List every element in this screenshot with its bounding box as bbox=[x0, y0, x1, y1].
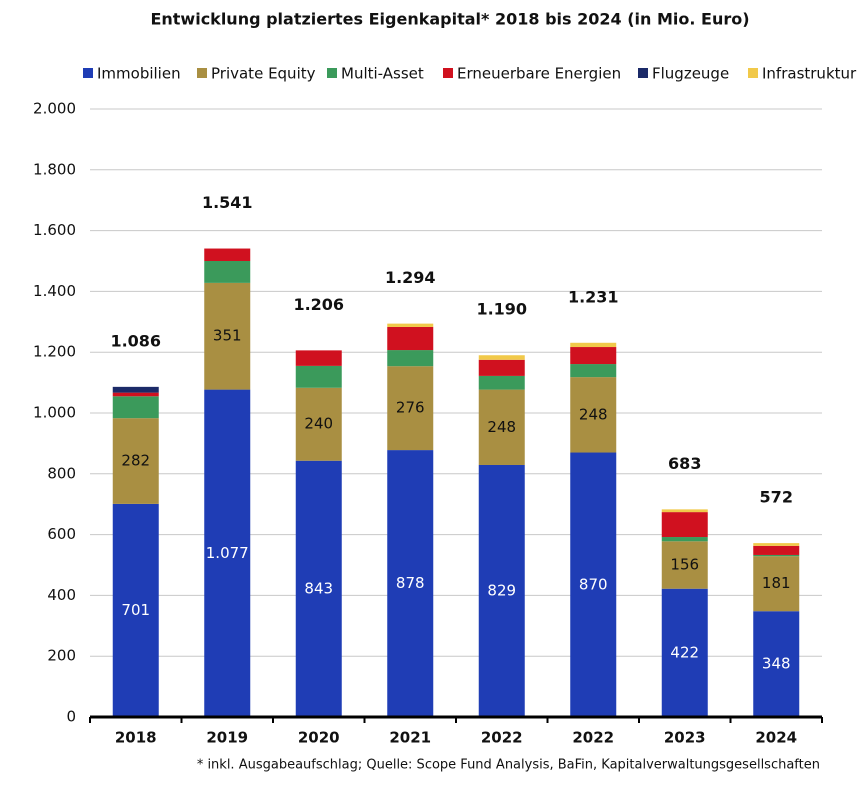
x-tick-label: 2022 bbox=[481, 729, 523, 747]
bar-segment bbox=[478, 389, 525, 465]
bar-segment bbox=[295, 387, 342, 461]
y-tick-label: 800 bbox=[47, 464, 76, 482]
bar-segment bbox=[387, 366, 434, 451]
y-tick-label: 0 bbox=[66, 708, 76, 726]
legend-label: Multi-Asset bbox=[341, 65, 424, 83]
legend-swatch bbox=[327, 68, 337, 78]
bar-segment bbox=[112, 418, 159, 504]
bar-segment bbox=[661, 537, 708, 542]
data-label: 276 bbox=[396, 399, 425, 417]
bar-segment bbox=[478, 464, 525, 717]
data-label: 870 bbox=[579, 575, 608, 593]
y-tick-label: 2.000 bbox=[33, 100, 76, 118]
bar-segment bbox=[478, 375, 525, 390]
bar-segment bbox=[753, 545, 800, 555]
bar-segment bbox=[753, 556, 800, 612]
bar-segment bbox=[387, 350, 434, 367]
data-label: 351 bbox=[213, 327, 242, 345]
total-label: 683 bbox=[668, 454, 701, 473]
bar-segment bbox=[570, 342, 617, 348]
data-label: 282 bbox=[121, 452, 150, 470]
bar-segment bbox=[295, 350, 342, 366]
x-tick-label: 2024 bbox=[755, 729, 797, 747]
data-label: 1.077 bbox=[206, 544, 249, 562]
data-label: 181 bbox=[762, 574, 791, 592]
total-label: 1.086 bbox=[110, 331, 161, 350]
total-label: 1.190 bbox=[476, 300, 527, 319]
x-tick-label: 2021 bbox=[389, 729, 431, 747]
bar-segment bbox=[387, 450, 434, 717]
data-label: 240 bbox=[304, 415, 333, 433]
y-tick-label: 1.400 bbox=[33, 282, 76, 300]
data-label: 878 bbox=[396, 574, 425, 592]
x-tick-label: 2023 bbox=[664, 729, 706, 747]
x-tick-label: 2018 bbox=[115, 729, 157, 747]
bar-segment bbox=[112, 392, 159, 397]
data-label: 701 bbox=[121, 601, 150, 619]
bar-segment bbox=[478, 359, 525, 376]
x-tick-label: 2020 bbox=[298, 729, 340, 747]
total-label: 1.231 bbox=[568, 287, 619, 306]
data-label: 422 bbox=[670, 643, 699, 661]
total-label: 1.294 bbox=[385, 268, 436, 287]
legend-label: Private Equity bbox=[211, 65, 316, 83]
y-tick-label: 1.200 bbox=[33, 343, 76, 361]
bar-segment bbox=[570, 377, 617, 453]
y-tick-label: 200 bbox=[47, 647, 76, 665]
bar-segment bbox=[753, 611, 800, 717]
legend-label: Flugzeuge bbox=[652, 65, 729, 83]
bar-segment bbox=[753, 554, 800, 557]
legend-swatch bbox=[197, 68, 207, 78]
x-tick-label: 2022 bbox=[572, 729, 614, 747]
bar-segment bbox=[661, 512, 708, 538]
legend-label: Immobilien bbox=[97, 65, 181, 83]
y-tick-label: 400 bbox=[47, 586, 76, 604]
total-label: 572 bbox=[760, 488, 793, 507]
chart-title: Entwicklung platziertes Eigenkapital* 20… bbox=[150, 10, 749, 29]
legend-label: Infrastruktur bbox=[762, 65, 857, 83]
bar-segment bbox=[387, 326, 434, 351]
bar-segment bbox=[204, 282, 251, 390]
bar-segment bbox=[570, 452, 617, 717]
legend-swatch bbox=[83, 68, 93, 78]
footnote: * inkl. Ausgabeaufschlag; Quelle: Scope … bbox=[197, 758, 820, 773]
bar-segment bbox=[753, 543, 800, 546]
bar-segment bbox=[295, 365, 342, 388]
x-tick-label: 2019 bbox=[206, 729, 248, 747]
legend-label: Erneuerbare Energien bbox=[457, 65, 621, 83]
data-label: 348 bbox=[762, 655, 791, 673]
bar-segment bbox=[112, 386, 159, 393]
bar-segment bbox=[204, 389, 251, 717]
bar-segment bbox=[387, 323, 434, 327]
bar-segment bbox=[112, 503, 159, 717]
bar-segment bbox=[661, 509, 708, 513]
bar-segment bbox=[112, 396, 159, 419]
bar-segment bbox=[661, 541, 708, 589]
data-label: 156 bbox=[670, 556, 699, 574]
y-tick-label: 600 bbox=[47, 525, 76, 543]
y-tick-label: 1.800 bbox=[33, 160, 76, 178]
total-label: 1.206 bbox=[293, 295, 344, 314]
legend-swatch bbox=[638, 68, 648, 78]
bar-segment bbox=[204, 261, 251, 283]
data-label: 248 bbox=[579, 405, 608, 423]
y-tick-label: 1.000 bbox=[33, 404, 76, 422]
bar-segment bbox=[295, 460, 342, 717]
y-tick-label: 1.600 bbox=[33, 221, 76, 239]
bar-segment bbox=[570, 364, 617, 378]
data-label: 843 bbox=[304, 579, 333, 597]
total-label: 1.541 bbox=[202, 193, 253, 212]
legend-swatch bbox=[748, 68, 758, 78]
bar-segment bbox=[570, 347, 617, 365]
data-label: 829 bbox=[487, 581, 516, 599]
data-label: 248 bbox=[487, 418, 516, 436]
bar-segment bbox=[478, 355, 525, 360]
legend-swatch bbox=[443, 68, 453, 78]
bar-segment bbox=[204, 248, 251, 261]
bar-segment bbox=[661, 588, 708, 717]
